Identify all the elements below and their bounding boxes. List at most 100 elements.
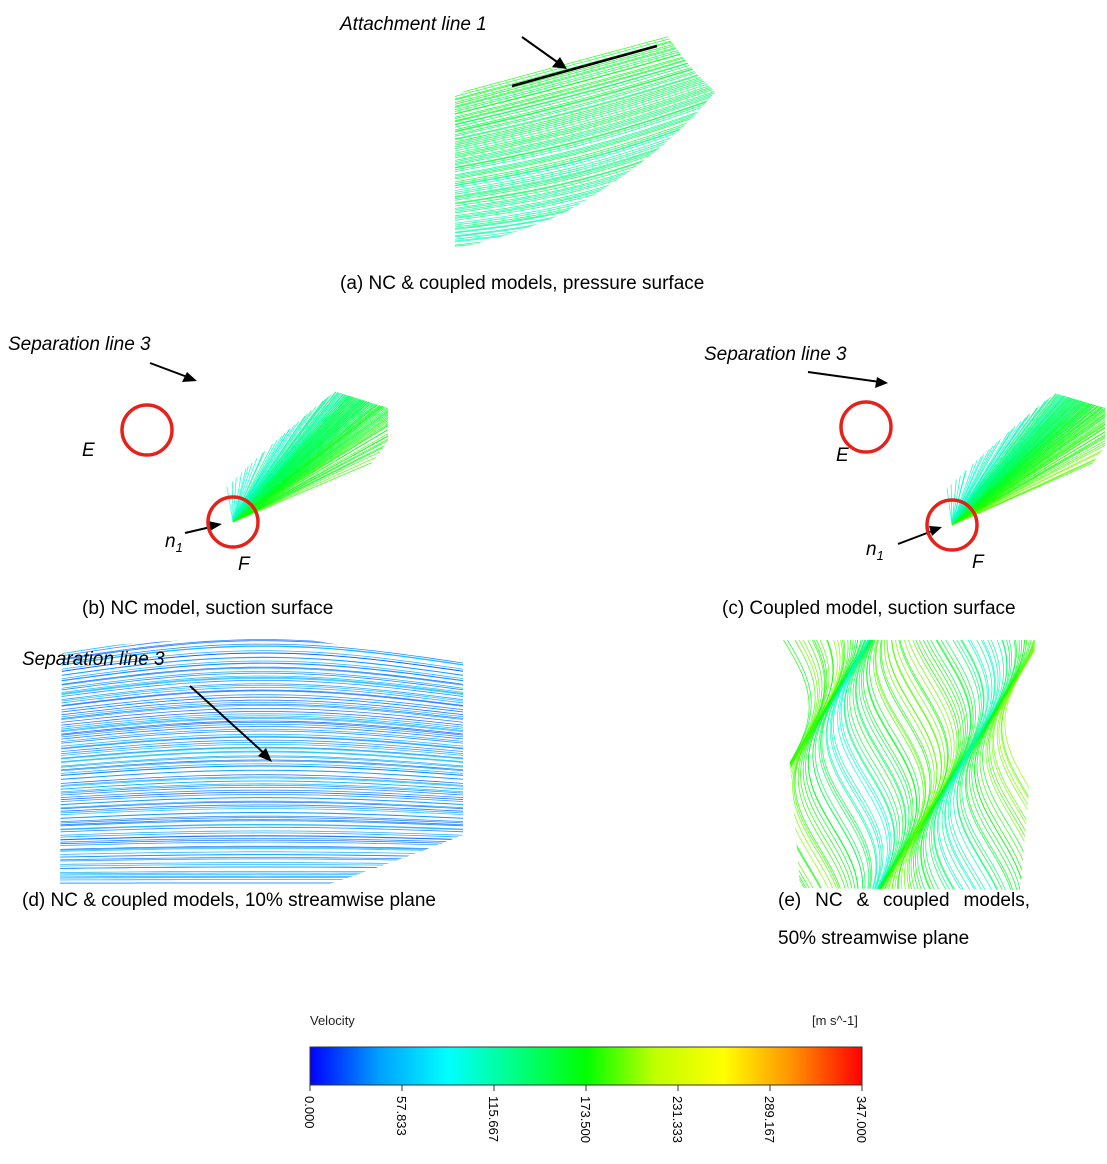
streamline xyxy=(792,639,844,890)
streamline xyxy=(454,100,715,171)
streamline xyxy=(844,639,896,890)
streamline xyxy=(951,479,957,526)
streamline xyxy=(966,639,1017,890)
streamline xyxy=(60,765,463,776)
streamline xyxy=(454,90,715,161)
streamline xyxy=(950,484,953,525)
streamline xyxy=(60,723,463,738)
arrow xyxy=(149,362,191,379)
streamline xyxy=(60,789,463,799)
streamline xyxy=(904,639,955,890)
streamline xyxy=(60,720,463,735)
streamline xyxy=(60,736,463,750)
streamline xyxy=(454,105,715,176)
streamline xyxy=(232,451,381,523)
streamline xyxy=(60,726,463,740)
streamline xyxy=(807,639,859,890)
arrow-head xyxy=(258,748,272,762)
streamline xyxy=(837,639,888,890)
streamline xyxy=(454,69,715,140)
streamline xyxy=(60,794,463,803)
streamline xyxy=(60,672,463,691)
streamline xyxy=(454,37,715,108)
streamline xyxy=(949,639,1001,890)
streamline xyxy=(232,458,258,523)
streamline xyxy=(951,431,1105,526)
streamline xyxy=(232,462,253,523)
streamline xyxy=(847,639,898,890)
streamline xyxy=(60,652,463,673)
streamline-group xyxy=(780,639,1035,890)
streamline xyxy=(454,92,715,163)
circle xyxy=(206,495,260,549)
streamline xyxy=(60,824,463,830)
node-subscript: 1 xyxy=(175,539,183,555)
annotation-arrows xyxy=(149,36,942,762)
streamline xyxy=(60,650,463,670)
caption: (c) Coupled model, suction surface xyxy=(722,598,1016,619)
streamline xyxy=(60,739,463,753)
streamline xyxy=(60,851,463,855)
streamline xyxy=(60,689,463,706)
streamline xyxy=(951,439,1001,526)
attachment-line xyxy=(511,44,658,88)
streamline xyxy=(60,820,463,827)
streamline xyxy=(60,660,463,680)
streamline xyxy=(60,784,463,794)
streamline xyxy=(454,48,715,119)
streamline xyxy=(953,639,1005,890)
streamline xyxy=(971,639,1022,890)
streamline xyxy=(60,848,463,852)
streamline xyxy=(60,817,463,824)
streamline xyxy=(951,444,1105,526)
streamline xyxy=(60,774,463,784)
streamline xyxy=(232,451,265,523)
streamline xyxy=(855,639,907,890)
arrow xyxy=(521,36,561,65)
streamline xyxy=(60,645,463,666)
streamline xyxy=(60,667,463,686)
streamline xyxy=(917,639,968,890)
colorbar-tick-label: 289.167 xyxy=(762,1096,777,1143)
streamline xyxy=(780,639,810,890)
colorbar-ticks xyxy=(309,1085,863,1091)
arrow-head xyxy=(875,377,888,388)
streamline xyxy=(60,713,463,728)
streamline xyxy=(60,841,463,846)
streamline xyxy=(951,420,1105,526)
streamline xyxy=(60,666,463,685)
streamline xyxy=(60,715,463,730)
streamline xyxy=(60,704,463,721)
streamline xyxy=(886,639,938,890)
highlight-circles xyxy=(120,400,979,552)
streamline xyxy=(800,639,851,890)
streamline xyxy=(60,694,463,711)
streamline xyxy=(60,812,463,819)
streamline xyxy=(454,83,715,154)
colorbar-tick-label: 347.000 xyxy=(854,1096,869,1143)
streamline xyxy=(908,639,960,890)
streamline xyxy=(60,839,463,845)
streamline-group xyxy=(226,355,388,523)
streamline-group xyxy=(60,638,463,884)
streamline xyxy=(454,41,715,112)
streamline xyxy=(794,639,846,890)
arrow-head xyxy=(182,372,197,382)
streamline xyxy=(454,61,715,132)
streamline xyxy=(454,59,715,131)
streamline xyxy=(60,696,463,713)
streamline xyxy=(60,854,463,858)
streamline xyxy=(951,470,967,526)
node-label: n1 xyxy=(165,532,183,554)
streamline xyxy=(60,815,463,823)
colorbar-tick-label: 231.333 xyxy=(669,1096,685,1143)
streamline xyxy=(454,73,715,144)
streamline xyxy=(840,639,892,890)
streamline xyxy=(1001,639,1035,890)
point-label: F xyxy=(238,554,250,575)
streamline xyxy=(60,735,463,749)
streamline xyxy=(910,639,962,890)
streamline xyxy=(60,801,463,810)
streamline xyxy=(783,639,834,890)
